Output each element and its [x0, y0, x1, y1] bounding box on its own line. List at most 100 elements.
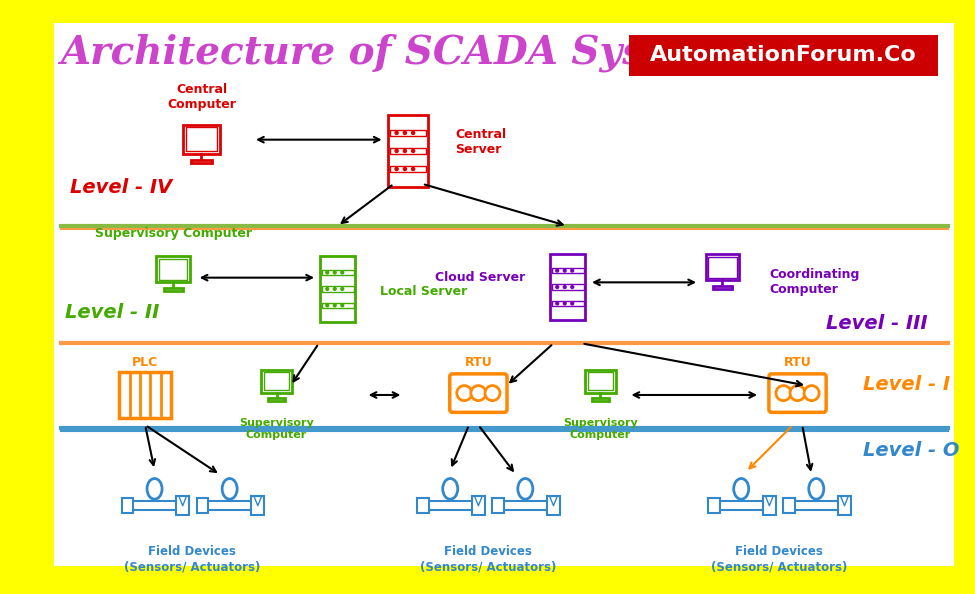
- Circle shape: [776, 386, 791, 400]
- Circle shape: [556, 286, 559, 289]
- Text: RTU: RTU: [784, 356, 811, 369]
- Circle shape: [333, 287, 336, 290]
- Bar: [417, 498, 429, 513]
- Bar: [176, 497, 189, 515]
- Text: Coordinating
Computer: Coordinating Computer: [769, 268, 860, 296]
- Bar: [713, 286, 732, 289]
- Bar: [552, 268, 583, 273]
- Circle shape: [404, 168, 407, 170]
- Bar: [119, 371, 171, 418]
- Ellipse shape: [518, 479, 532, 499]
- Circle shape: [556, 269, 559, 272]
- Circle shape: [570, 302, 573, 305]
- Bar: [122, 498, 133, 513]
- Circle shape: [804, 386, 819, 400]
- Bar: [550, 254, 585, 320]
- Circle shape: [404, 149, 407, 153]
- Circle shape: [556, 302, 559, 305]
- Bar: [502, 501, 549, 510]
- Bar: [390, 129, 426, 136]
- Bar: [552, 301, 583, 307]
- Circle shape: [457, 386, 472, 400]
- Bar: [629, 34, 938, 76]
- Bar: [472, 497, 485, 515]
- Ellipse shape: [222, 479, 237, 499]
- Text: Field Devices
(Sensors/ Actuators): Field Devices (Sensors/ Actuators): [124, 545, 260, 573]
- Bar: [427, 501, 474, 510]
- Bar: [390, 148, 426, 154]
- Text: Supervisory Computer: Supervisory Computer: [95, 227, 252, 240]
- Text: Central
Computer: Central Computer: [167, 83, 236, 110]
- Circle shape: [341, 287, 343, 290]
- Text: Level - III: Level - III: [826, 314, 927, 333]
- Bar: [159, 259, 187, 280]
- Bar: [131, 501, 178, 510]
- Text: Level - O: Level - O: [863, 441, 959, 460]
- Ellipse shape: [443, 479, 457, 499]
- Bar: [264, 372, 289, 390]
- Bar: [322, 302, 354, 308]
- Text: Cloud Server: Cloud Server: [435, 271, 526, 284]
- Circle shape: [395, 131, 398, 134]
- Circle shape: [326, 271, 329, 274]
- Circle shape: [471, 386, 486, 400]
- Circle shape: [341, 304, 343, 307]
- Bar: [252, 497, 264, 515]
- Bar: [322, 270, 354, 275]
- Circle shape: [790, 386, 805, 400]
- Circle shape: [564, 269, 566, 272]
- Text: PLC: PLC: [132, 356, 158, 369]
- Circle shape: [333, 271, 336, 274]
- Bar: [793, 501, 839, 510]
- FancyBboxPatch shape: [769, 374, 826, 412]
- Circle shape: [326, 304, 329, 307]
- Bar: [592, 399, 608, 401]
- Bar: [322, 286, 354, 292]
- Bar: [164, 288, 182, 291]
- Text: Supervisory
Computer: Supervisory Computer: [239, 418, 314, 440]
- Circle shape: [485, 386, 500, 400]
- Circle shape: [395, 149, 398, 153]
- Bar: [706, 254, 739, 280]
- Bar: [588, 372, 613, 390]
- Bar: [390, 166, 426, 172]
- Circle shape: [404, 131, 407, 134]
- Circle shape: [411, 149, 414, 153]
- Bar: [183, 125, 220, 154]
- Ellipse shape: [734, 479, 749, 499]
- FancyBboxPatch shape: [449, 374, 507, 412]
- Ellipse shape: [147, 479, 162, 499]
- Bar: [709, 257, 736, 277]
- Bar: [784, 498, 795, 513]
- Text: RTU: RTU: [464, 356, 492, 369]
- Text: Level - IV: Level - IV: [70, 178, 173, 197]
- Text: Supervisory
Computer: Supervisory Computer: [563, 418, 638, 440]
- Bar: [268, 399, 285, 401]
- Bar: [156, 256, 190, 282]
- Bar: [388, 115, 428, 187]
- Bar: [552, 284, 583, 290]
- Circle shape: [411, 131, 414, 134]
- Bar: [762, 497, 776, 515]
- Circle shape: [564, 286, 566, 289]
- Bar: [718, 501, 764, 510]
- Circle shape: [333, 304, 336, 307]
- Text: Level - I: Level - I: [863, 375, 951, 394]
- Circle shape: [395, 168, 398, 170]
- Text: AutomationForum.Co: AutomationForum.Co: [650, 45, 916, 65]
- Bar: [197, 498, 208, 513]
- Bar: [185, 128, 217, 151]
- Bar: [320, 256, 356, 322]
- Text: Field Devices
(Sensors/ Actuators): Field Devices (Sensors/ Actuators): [711, 545, 847, 573]
- Circle shape: [341, 271, 343, 274]
- Circle shape: [570, 286, 573, 289]
- Bar: [709, 498, 720, 513]
- Bar: [206, 501, 254, 510]
- Bar: [492, 498, 504, 513]
- Bar: [547, 497, 560, 515]
- Text: Architecture of SCADA System: Architecture of SCADA System: [60, 33, 728, 72]
- Text: Local Server: Local Server: [380, 285, 467, 298]
- Circle shape: [411, 168, 414, 170]
- Circle shape: [570, 269, 573, 272]
- Circle shape: [564, 302, 566, 305]
